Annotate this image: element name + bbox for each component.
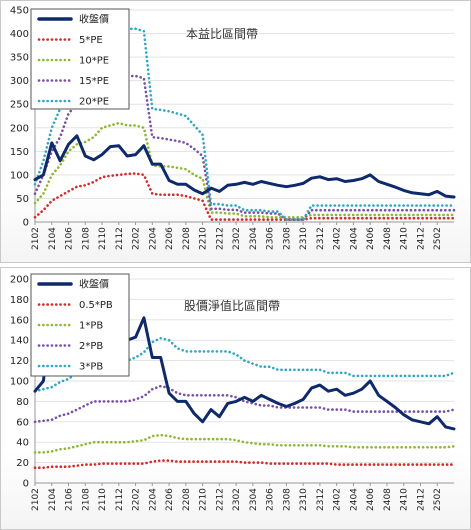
y-tick-label: 350 [10,53,29,64]
y-tick-label: 160 [10,315,29,326]
x-tick-label: 2108 [81,488,91,511]
pe-band-chart-panel: 0 50 100 150 200 250 300 350 400 450 2102 2104 2106 2… [0,0,471,263]
legend-label: 20*PE [79,97,109,108]
x-tick-label: 2112 [115,488,125,511]
y-tick-label: 60 [16,417,29,428]
legend-label: 3*PB [79,362,103,373]
series-line-1 [33,172,456,221]
x-tick-label: 2306 [266,488,276,511]
x-tick-label: 2108 [81,227,91,250]
y-tick-label: 80 [16,397,29,408]
x-tick-label: 2406 [366,488,376,511]
x-tick-label: 2206 [165,488,175,511]
x-tick-label: 2208 [182,227,192,250]
x-tick-label: 2410 [400,488,410,511]
y-tick-label: 40 [16,438,29,449]
y-tick-label: 180 [10,295,29,306]
legend-label: 5*PE [79,35,103,46]
x-tick-label: 2502 [433,227,443,250]
x-tick-label: 2202 [132,488,142,511]
y-tick-label: 200 [10,123,29,134]
x-tick-label: 2502 [433,488,443,511]
x-tick-label: 2112 [115,227,125,250]
y-tick-label: 450 [10,6,29,17]
x-tick-label: 2302 [232,488,242,511]
pb-band-chart-panel: 0 20 40 60 80 100 120 140 160 180 200 2102 2104 2106 2… [0,267,471,530]
x-tick-label: 2410 [400,227,410,250]
x-tick-label: 2110 [98,227,108,250]
legend-label: 1*PB [79,321,103,332]
x-tick-label: 2408 [383,227,393,250]
legend-label: 收盤價 [79,13,109,26]
x-tick-label: 2404 [349,488,359,511]
y-tick-label: 50 [16,194,29,205]
x-tick-label: 2204 [148,488,158,511]
y-tick-label: 20 [16,458,29,469]
x-tick-label: 2412 [416,488,426,511]
y-tick-label: 120 [10,356,29,367]
x-tick-label: 2306 [266,227,276,250]
x-tick-label: 2406 [366,227,376,250]
x-tick-label: 2308 [282,227,292,250]
x-tick-label: 2110 [98,488,108,511]
x-tick-label: 2304 [249,488,259,511]
x-tick-label: 2104 [48,227,58,250]
series-line-0 [33,134,456,199]
chart-title: 本益比區間帶 [186,27,258,41]
x-tick-label: 2106 [65,227,75,250]
pe-band-chart: 0 50 100 150 200 250 300 350 400 450 2102 2104 2106 2… [10,6,456,250]
legend-label: 0.5*PB [79,300,113,311]
legend-label: 10*PE [79,56,109,67]
y-tick-label: 140 [10,336,29,347]
series-line-2 [33,433,456,454]
x-tick-label: 2402 [333,488,343,511]
x-tick-label: 2208 [182,488,192,511]
x-tick-label: 2104 [48,488,58,511]
legend-label: 2*PB [79,341,103,352]
y-tick-label: 100 [10,377,29,388]
y-tick-label: 0 [23,218,29,229]
chart-title: 股價淨值比區間帶 [184,298,280,313]
x-tick-label: 2408 [383,488,393,511]
x-tick-label: 2310 [299,488,309,511]
x-tick-label: 2210 [199,488,209,511]
series-line-3 [33,384,456,424]
y-tick-label: 200 [10,275,29,286]
x-tick-label: 2302 [232,227,242,250]
y-tick-label: 250 [10,100,29,111]
x-tick-label: 2102 [31,227,41,250]
x-tick-label: 2304 [249,227,259,250]
x-tick-label: 2206 [165,227,175,250]
x-tick-label: 2212 [215,227,225,250]
pb-band-chart: 0 20 40 60 80 100 120 140 160 180 200 2102 2104 2106 2… [10,273,456,511]
y-tick-label: 0 [23,479,29,490]
y-tick-label: 150 [10,147,29,158]
x-tick-label: 2308 [282,488,292,511]
x-tick-label: 2310 [299,227,309,250]
series-line-2 [33,121,456,219]
x-tick-label: 2106 [65,488,75,511]
x-tick-label: 2212 [215,488,225,511]
series-line-1 [33,459,456,469]
legend-label: 15*PE [79,76,109,87]
x-tick-label: 2204 [148,227,158,250]
x-tick-label: 2202 [132,227,142,250]
x-tick-label: 2402 [333,227,343,250]
y-tick-label: 300 [10,76,29,87]
y-tick-label: 400 [10,29,29,40]
x-tick-label: 2312 [316,227,326,250]
x-tick-label: 2404 [349,227,359,250]
x-tick-label: 2210 [199,227,209,250]
x-tick-label: 2412 [416,227,426,250]
y-tick-label: 100 [10,170,29,181]
legend-label: 收盤價 [79,278,109,291]
x-tick-label: 2102 [31,488,41,511]
x-tick-label: 2312 [316,488,326,511]
